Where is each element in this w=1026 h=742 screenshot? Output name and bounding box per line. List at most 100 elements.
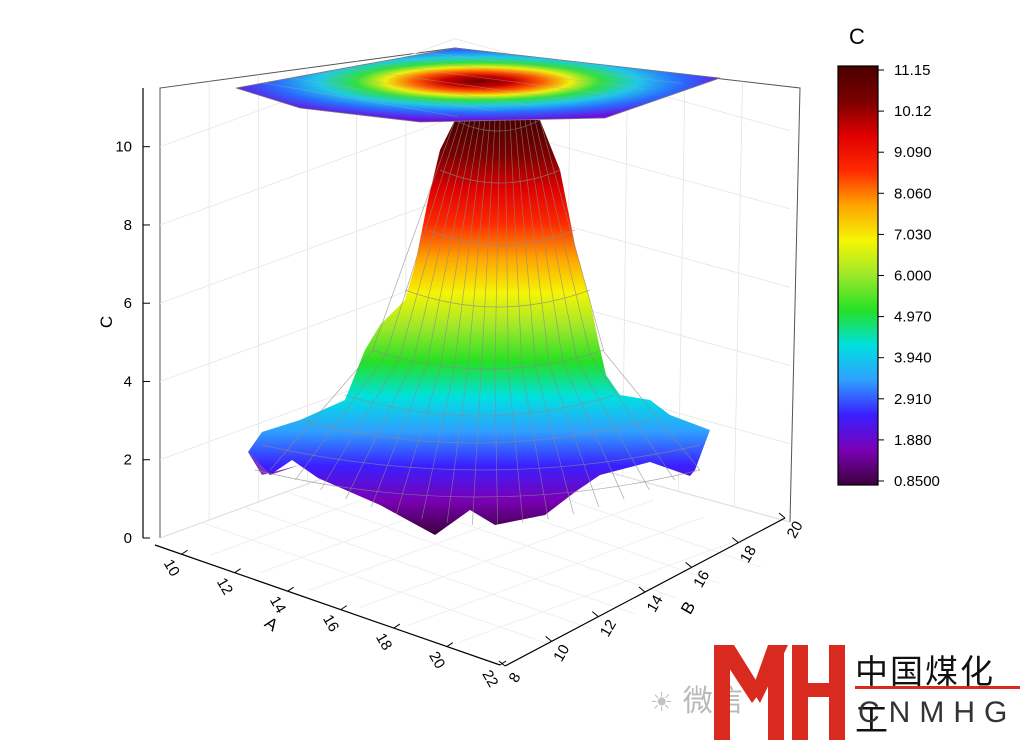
z-tick-label: 4 (124, 373, 132, 390)
b-tick-label: 12 (597, 617, 620, 640)
mesh-line (529, 119, 650, 491)
company-name-cn: 中国煤化工 (855, 652, 995, 739)
mesh-ring (427, 229, 576, 246)
a-tick-label: 16 (319, 612, 342, 635)
b-tick-label: 18 (737, 543, 760, 566)
mesh-ring (404, 289, 591, 308)
grid-line (202, 522, 551, 645)
colorbar-label: 3.940 (894, 350, 932, 367)
mesh-ring (299, 419, 651, 444)
mesh-line (263, 82, 458, 117)
z-tick-label: 2 (124, 452, 132, 469)
mesh-line (534, 119, 675, 481)
b-tick-label: 8 (506, 670, 525, 686)
z-tick-label: 6 (124, 295, 132, 312)
mesh-ring (371, 349, 605, 370)
mesh-line (269, 119, 456, 471)
mesh-line (427, 52, 683, 84)
b-tick-label: 14 (644, 592, 667, 615)
mesh-line (514, 119, 574, 514)
b-tick (638, 586, 646, 593)
surface-body (248, 119, 710, 535)
z-tick-label: 0 (124, 530, 132, 547)
surface-mesh (254, 119, 701, 525)
mesh-line (494, 119, 501, 525)
mesh-line (504, 119, 524, 523)
a-tick-label: 12 (213, 575, 236, 598)
grid-line (458, 534, 754, 643)
mesh-line (539, 119, 701, 471)
mh-logo (714, 645, 845, 740)
colorbar: C 11.15 10.12 9.090 8.060 7.030 6.000 4.970 3.94… (837, 24, 940, 490)
mesh-line (472, 119, 496, 525)
mesh-ring (344, 394, 616, 417)
mesh-line (446, 119, 491, 523)
surface-fill (248, 120, 710, 535)
mesh-line (372, 62, 608, 95)
mesh-ring (261, 444, 701, 471)
a-tick-label: 20 (425, 649, 448, 672)
grid-line (244, 506, 593, 630)
b-tick (592, 611, 599, 618)
colorbar-label: 4.970 (894, 309, 932, 326)
wechat-label: 微信 (682, 684, 743, 719)
a-tick-label: 10 (160, 557, 183, 580)
mesh-ring (439, 169, 561, 184)
colorbar-label: 6.000 (894, 268, 932, 285)
grid-line (408, 516, 704, 626)
mesh-ring (254, 469, 701, 498)
colorbar-label: 9.090 (894, 144, 932, 161)
colorbar-label: 8.060 (894, 185, 932, 202)
mesh-line (519, 119, 600, 508)
mesh-line (345, 119, 471, 500)
b-tick (732, 537, 739, 544)
z-tick-label: 10 (115, 139, 132, 156)
a-tick (287, 586, 294, 592)
a-tick (499, 660, 507, 666)
b-tick (685, 561, 692, 568)
b-tick-label: 10 (550, 642, 573, 665)
top-plane-mesh (263, 52, 683, 117)
b-tick (778, 512, 786, 519)
a-tick (234, 568, 241, 574)
grid-line (733, 81, 743, 507)
colorbar-label: 7.030 (894, 226, 932, 243)
mesh-line (290, 77, 496, 112)
company-name-en: CNMHG (858, 696, 1017, 729)
mesh-line (400, 57, 646, 90)
a-tick (181, 549, 188, 555)
a-tick-label: 22 (478, 667, 501, 690)
mesh-line (524, 119, 625, 500)
mesh-line (396, 119, 481, 514)
colorbar-gradient (837, 65, 879, 486)
a-tick (340, 605, 348, 611)
b-axis-title: B (677, 598, 699, 617)
mesh-line (320, 119, 466, 491)
grid-line (286, 491, 635, 615)
b-tick-label: 16 (690, 568, 713, 591)
a-tick (393, 623, 401, 629)
top-plane-fill (235, 47, 721, 123)
a-tick-label: 14 (266, 593, 289, 616)
b-tick (545, 635, 552, 642)
z-axis-title: C (97, 316, 116, 328)
grid-line (358, 499, 654, 609)
mesh-ring (454, 119, 541, 132)
top-contour-plane (235, 47, 721, 123)
a-tick (446, 642, 454, 647)
mesh-line (295, 119, 461, 481)
wechat-watermark: ☀ 微信 (650, 676, 743, 720)
colorbar-label: 2.910 (894, 391, 932, 408)
mesh-line (509, 119, 549, 520)
b-tick (498, 660, 506, 667)
b-tick-label: 20 (784, 518, 807, 541)
logo-divider (855, 686, 1020, 689)
mesh-line (370, 119, 476, 508)
mesh-line (318, 72, 533, 106)
grid-line (159, 38, 791, 148)
colorbar-label: 0.8500 (894, 473, 940, 490)
mesh-line (345, 67, 571, 101)
colorbar-label: 11.15 (894, 62, 930, 79)
colorbar-label: 10.12 (894, 103, 932, 120)
